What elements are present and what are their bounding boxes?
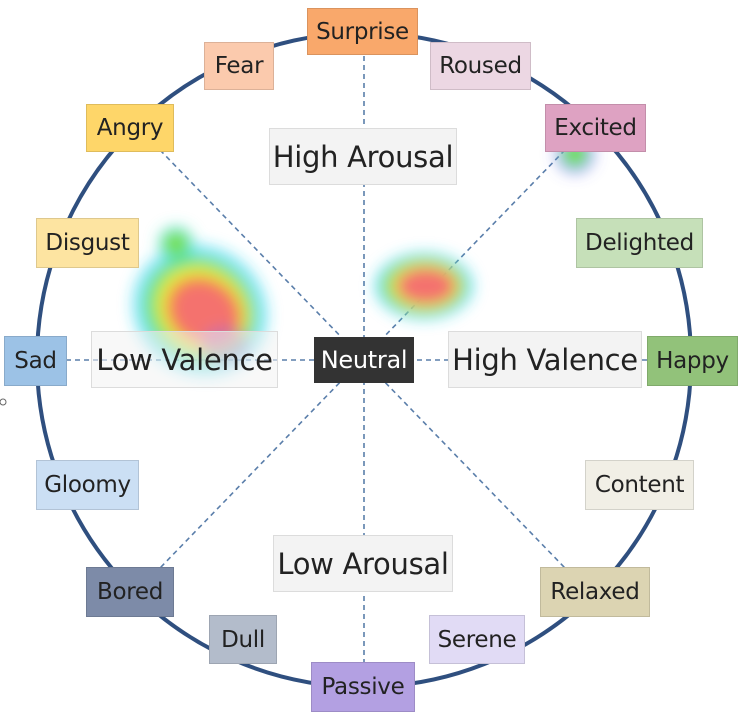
emotion-dull: Dull xyxy=(209,615,277,664)
low-valence-label: Low Valence xyxy=(91,331,278,388)
high-valence-label: High Valence xyxy=(448,331,642,388)
emotion-sad: Sad xyxy=(4,336,67,386)
emotion-surprise: Surprise xyxy=(307,8,418,55)
emotion-content: Content xyxy=(585,460,694,510)
emotion-fear: Fear xyxy=(204,42,274,90)
emotion-roused: Roused xyxy=(430,42,531,90)
low-arousal-label: Low Arousal xyxy=(273,535,453,592)
emotion-relaxed: Relaxed xyxy=(540,567,650,617)
emotion-excited: Excited xyxy=(545,104,646,152)
high-arousal-label: High Arousal xyxy=(269,128,457,185)
edge-marker xyxy=(0,398,7,406)
emotion-delighted: Delighted xyxy=(576,218,703,268)
emotion-angry: Angry xyxy=(86,104,174,152)
emotion-serene: Serene xyxy=(429,615,525,664)
emotion-disgust: Disgust xyxy=(36,218,139,268)
emotion-passive: Passive xyxy=(311,662,415,712)
neutral-label: Neutral xyxy=(314,337,414,383)
emotion-bored: Bored xyxy=(86,567,174,617)
emotion-gloomy: Gloomy xyxy=(36,460,139,510)
emotion-happy: Happy xyxy=(647,336,738,386)
